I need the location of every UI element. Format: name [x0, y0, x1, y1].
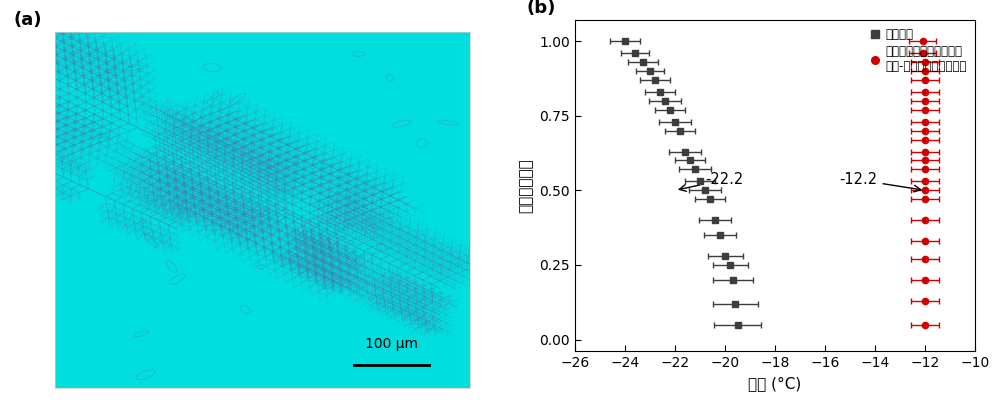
Text: -12.2: -12.2: [839, 173, 921, 192]
Legend: 去离子水, 海藻糖接枝改性甲基乙烯
基醚-马来酸酰交替共聚物: 去离子水, 海藻糖接枝改性甲基乙烯 基醚-马来酸酰交替共聚物: [868, 26, 969, 76]
Text: (a): (a): [14, 11, 42, 29]
Text: 100 μm: 100 μm: [365, 337, 418, 351]
Text: (b): (b): [527, 0, 556, 17]
Y-axis label: 液滴冻结比例: 液滴冻结比例: [519, 158, 534, 213]
X-axis label: 温度 (°C): 温度 (°C): [748, 376, 802, 391]
Text: -22.2: -22.2: [679, 173, 743, 191]
